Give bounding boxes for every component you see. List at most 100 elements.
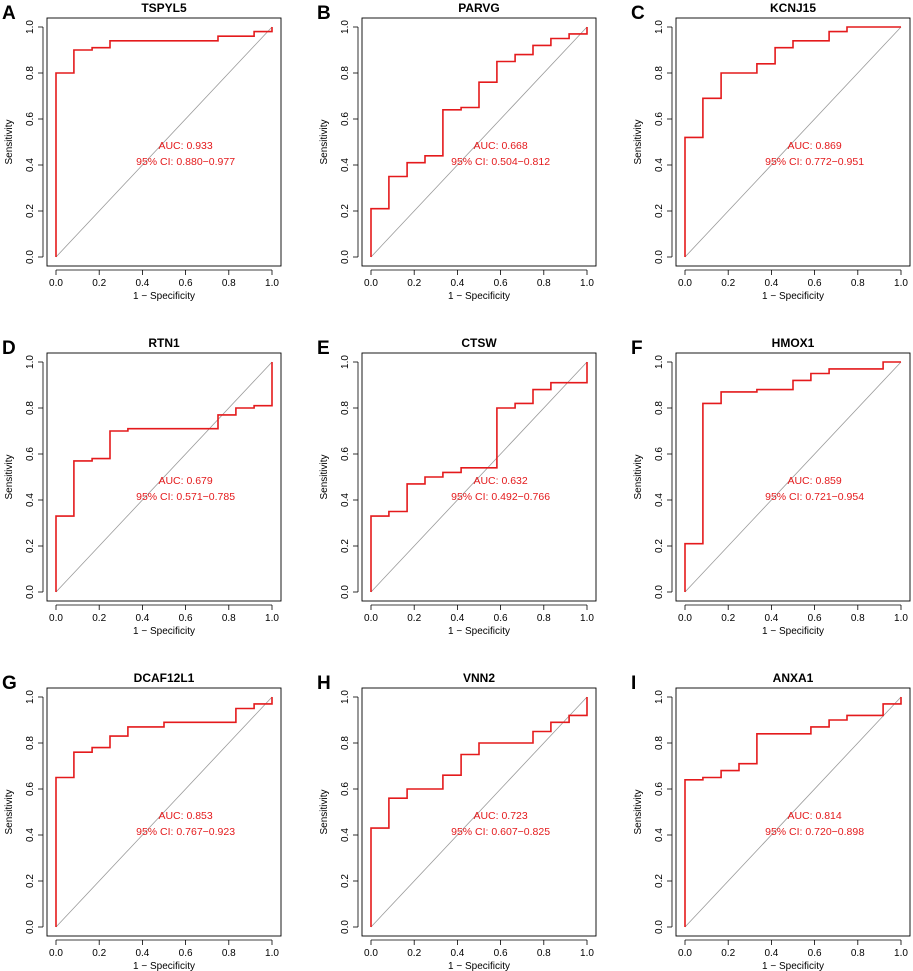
ci-label: 95% CI: 0.504−0.812 xyxy=(451,156,550,168)
roc-panel-h: H VNN2 0.0 0.2 0.4 0.6 0.8 1.0 1 − Specificity 0.… xyxy=(317,671,597,971)
x-tick-label: 0.4 xyxy=(450,278,464,289)
x-tick-label: 0.8 xyxy=(851,278,865,289)
y-axis-label: Sensitivity xyxy=(633,119,644,164)
y-axis-label: Sensitivity xyxy=(4,789,15,834)
ci-label: 95% CI: 0.571−0.785 xyxy=(136,491,235,503)
x-axis-label: 1 − Specificity xyxy=(133,626,195,637)
reference-diagonal xyxy=(684,696,902,928)
plot-frame xyxy=(46,352,282,602)
y-axis-label: Sensitivity xyxy=(319,789,330,834)
y-tick-label: 0.2 xyxy=(654,204,665,218)
y-tick-label: 0.2 xyxy=(654,874,665,888)
plot-frame xyxy=(361,352,597,602)
x-tick-label: 1.0 xyxy=(265,278,279,289)
x-axis-label: 1 − Specificity xyxy=(448,626,510,637)
x-axis-label: 1 − Specificity xyxy=(448,291,510,302)
x-tick-label: 0.0 xyxy=(49,613,63,624)
x-tick-label: 1.0 xyxy=(580,278,594,289)
x-tick-label: 0.6 xyxy=(808,278,822,289)
x-tick-label: 0.6 xyxy=(179,278,193,289)
roc-curve xyxy=(684,361,901,592)
x-tick-label: 0.0 xyxy=(49,278,63,289)
chart-title: KCNJ15 xyxy=(770,1,816,15)
x-tick-label: 0.2 xyxy=(407,948,421,959)
x-tick-label: 0.0 xyxy=(678,948,692,959)
roc-curve xyxy=(55,697,273,927)
x-tick-label: 0.8 xyxy=(222,278,236,289)
y-tick-label: 0.0 xyxy=(340,920,351,934)
y-tick-label: 0.4 xyxy=(654,828,665,842)
x-axis-label: 1 − Specificity xyxy=(448,961,510,971)
panel-letter: I xyxy=(631,673,636,694)
y-tick-label: 0.6 xyxy=(340,112,351,126)
chart-title: PARVG xyxy=(458,1,500,15)
y-axis-label: Sensitivity xyxy=(319,119,330,164)
chart-title: DCAF12L1 xyxy=(134,671,195,685)
y-tick-label: 0.2 xyxy=(340,204,351,218)
y-tick-label: 0.0 xyxy=(25,585,36,599)
x-tick-label: 0.2 xyxy=(721,613,735,624)
y-tick-label: 0.6 xyxy=(654,447,665,461)
x-tick-label: 0.4 xyxy=(450,948,464,959)
auc-label: AUC: 0.859 xyxy=(787,475,841,487)
x-tick-label: 1.0 xyxy=(580,948,594,959)
x-tick-label: 0.6 xyxy=(494,613,508,624)
auc-label: AUC: 0.853 xyxy=(158,810,212,822)
x-axis-label: 1 − Specificity xyxy=(762,291,824,302)
plot-frame xyxy=(675,352,911,602)
y-tick-label: 0.0 xyxy=(25,250,36,264)
ci-label: 95% CI: 0.880−0.977 xyxy=(136,156,235,168)
ci-label: 95% CI: 0.607−0.825 xyxy=(451,826,550,838)
y-tick-label: 1.0 xyxy=(340,690,351,704)
chart-title: RTN1 xyxy=(148,336,180,350)
panel-letter: G xyxy=(2,673,17,694)
plot-frame xyxy=(361,17,597,267)
y-tick-label: 0.0 xyxy=(25,920,36,934)
panel-letter: H xyxy=(317,673,331,694)
y-tick-label: 0.0 xyxy=(654,585,665,599)
roc-curve xyxy=(55,362,273,592)
auc-label: AUC: 0.933 xyxy=(158,140,212,152)
x-tick-label: 1.0 xyxy=(580,613,594,624)
y-tick-label: 0.0 xyxy=(654,920,665,934)
x-tick-label: 0.4 xyxy=(764,948,778,959)
x-tick-label: 0.8 xyxy=(537,613,551,624)
reference-diagonal xyxy=(55,26,273,258)
x-tick-label: 0.4 xyxy=(450,613,464,624)
auc-label: AUC: 0.814 xyxy=(787,810,841,822)
auc-label: AUC: 0.632 xyxy=(473,475,527,487)
y-tick-label: 0.8 xyxy=(340,401,351,415)
x-tick-label: 0.0 xyxy=(364,613,378,624)
y-tick-label: 0.8 xyxy=(654,736,665,750)
y-tick-label: 0.6 xyxy=(654,782,665,796)
auc-label: AUC: 0.723 xyxy=(473,810,527,822)
x-tick-label: 0.0 xyxy=(364,948,378,959)
y-tick-label: 1.0 xyxy=(340,355,351,369)
x-tick-label: 0.4 xyxy=(764,278,778,289)
x-tick-label: 0.6 xyxy=(808,948,822,959)
roc-curve xyxy=(55,27,273,257)
y-tick-label: 1.0 xyxy=(25,690,36,704)
x-tick-label: 0.2 xyxy=(92,278,106,289)
x-tick-label: 0.2 xyxy=(92,948,106,959)
y-tick-label: 1.0 xyxy=(654,20,665,34)
reference-diagonal xyxy=(370,361,588,593)
x-tick-label: 1.0 xyxy=(894,948,908,959)
x-tick-label: 0.8 xyxy=(222,613,236,624)
ci-label: 95% CI: 0.721−0.954 xyxy=(765,491,864,503)
panel-letter: E xyxy=(317,338,330,359)
x-tick-label: 0.6 xyxy=(494,948,508,959)
y-tick-label: 1.0 xyxy=(25,355,36,369)
reference-diagonal xyxy=(55,696,273,928)
reference-diagonal xyxy=(684,26,902,258)
roc-panel-b: B PARVG 0.0 0.2 0.4 0.6 0.8 1.0 1 − Specificity 0… xyxy=(317,1,597,302)
y-tick-label: 0.2 xyxy=(340,874,351,888)
y-tick-label: 0.4 xyxy=(654,158,665,172)
y-axis-label: Sensitivity xyxy=(319,454,330,499)
x-tick-label: 0.2 xyxy=(721,278,735,289)
x-axis-label: 1 − Specificity xyxy=(762,961,824,971)
x-tick-label: 1.0 xyxy=(894,278,908,289)
y-tick-label: 0.2 xyxy=(25,539,36,553)
y-tick-label: 0.6 xyxy=(25,112,36,126)
